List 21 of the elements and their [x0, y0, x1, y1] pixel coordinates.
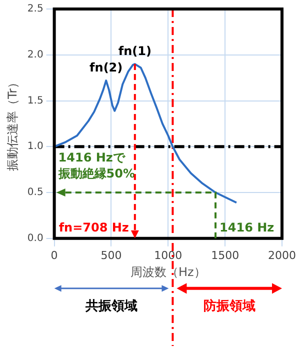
y-tick-label: 1.0 — [27, 141, 44, 152]
y-tick-label: 0.0 — [27, 232, 44, 244]
annotation: 振動絶縁50% — [57, 166, 136, 181]
annotation: fn=708 Hz — [58, 220, 129, 235]
x-tick-label: 500 — [100, 248, 122, 262]
annotation: fn(2) — [90, 60, 123, 75]
y-tick-label: 2.0 — [27, 49, 44, 60]
x-tick-label: 2000 — [268, 248, 296, 262]
y-axis-title: 振動伝達率（Tr） — [5, 76, 20, 171]
text: 共振領域 — [84, 298, 138, 314]
annotation: fn(1) — [118, 44, 152, 58]
text: 防振領域 — [203, 298, 256, 314]
x-tick-label: 1000 — [154, 248, 182, 262]
x-tick-label: 1500 — [211, 248, 240, 262]
y-tick-label: 2.5 — [27, 4, 44, 15]
x-axis-title: 周波数（Hz） — [130, 264, 206, 279]
y-tick-label: 0.5 — [27, 187, 44, 198]
annotation: 1416 Hz — [220, 220, 274, 235]
y-tick-label: 1.5 — [27, 95, 44, 106]
x-tick-label: 0 — [50, 248, 58, 262]
annotation: 1416 Hzで — [58, 150, 126, 165]
